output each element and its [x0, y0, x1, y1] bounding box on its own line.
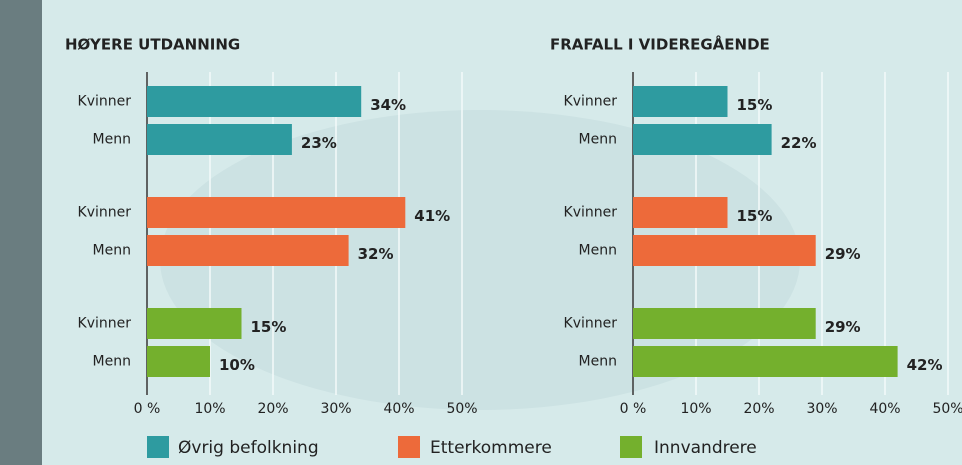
photo-edge	[0, 0, 42, 465]
value-label: 41%	[414, 207, 450, 225]
value-label: 29%	[825, 245, 861, 263]
value-label: 34%	[370, 96, 406, 114]
y-tick-label: Kvinner	[564, 316, 618, 332]
value-label: 10%	[219, 356, 255, 374]
x-tick-label: 0 %	[134, 401, 161, 417]
bar	[633, 308, 816, 339]
y-tick-label: Kvinner	[78, 94, 132, 110]
chart-title: FRAFALL I VIDEREGÅENDE	[550, 35, 770, 54]
x-tick-label: 20%	[257, 401, 288, 417]
bar	[147, 346, 210, 377]
bar	[147, 86, 361, 117]
y-tick-label: Menn	[93, 243, 131, 259]
bar	[633, 124, 772, 155]
infographic: HØYERE UTDANNING 0 % 10% 20% 30% 40% 50% Kvinne…	[0, 0, 962, 465]
value-label: 29%	[825, 318, 861, 336]
y-tick-label: Menn	[579, 132, 617, 148]
y-tick-label: Menn	[579, 354, 617, 370]
y-tick-label: Kvinner	[564, 94, 618, 110]
bar	[633, 86, 728, 117]
y-tick-label: Menn	[93, 132, 131, 148]
y-tick-label: Kvinner	[564, 205, 618, 221]
legend-label: Innvandrere	[654, 438, 757, 458]
x-tick-label: 40%	[383, 401, 414, 417]
y-tick-label: Kvinner	[78, 205, 132, 221]
bar	[147, 124, 292, 155]
x-tick-label: 10%	[680, 401, 711, 417]
bar	[147, 235, 349, 266]
y-tick-label: Menn	[93, 354, 131, 370]
value-label: 42%	[907, 356, 943, 374]
bar	[147, 197, 405, 228]
value-label: 15%	[737, 207, 773, 225]
x-tick-label: 10%	[194, 401, 225, 417]
x-tick-label: 50%	[932, 401, 962, 417]
value-label: 23%	[301, 134, 337, 152]
value-label: 15%	[737, 96, 773, 114]
legend-label: Etterkommere	[430, 438, 552, 458]
legend-swatch	[398, 436, 420, 458]
x-tick-label: 20%	[743, 401, 774, 417]
chart-title: HØYERE UTDANNING	[65, 36, 240, 54]
y-tick-label: Menn	[579, 243, 617, 259]
value-label: 15%	[251, 318, 287, 336]
bar	[147, 308, 242, 339]
legend-swatch	[147, 436, 169, 458]
legend-label: Øvrig befolkning	[178, 438, 319, 458]
legend-swatch	[620, 436, 642, 458]
bar	[633, 235, 816, 266]
bar	[633, 346, 898, 377]
x-tick-label: 30%	[806, 401, 837, 417]
x-tick-label: 40%	[869, 401, 900, 417]
x-tick-label: 0 %	[620, 401, 647, 417]
x-tick-label: 50%	[446, 401, 477, 417]
value-label: 32%	[358, 245, 394, 263]
bar	[633, 197, 728, 228]
y-tick-label: Kvinner	[78, 316, 132, 332]
x-tick-label: 30%	[320, 401, 351, 417]
value-label: 22%	[781, 134, 817, 152]
